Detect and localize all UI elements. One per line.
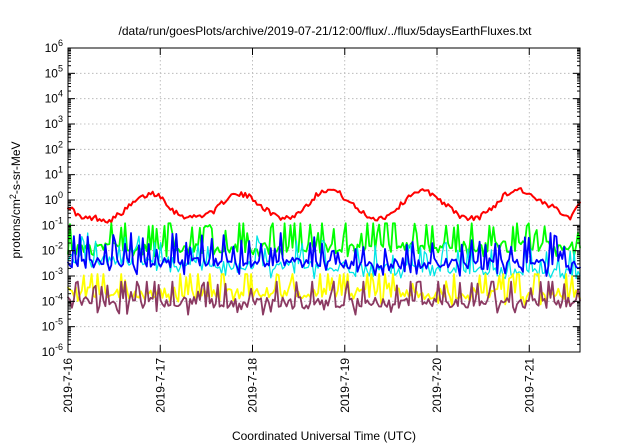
y-tick-label: 103: [45, 114, 63, 131]
x-tick-label: 2019-7-17: [153, 358, 167, 413]
y-tick-label: 100: [45, 190, 63, 207]
y-tick-label: 104: [45, 89, 63, 106]
y-tick-label: 10-5: [42, 317, 63, 334]
axis-ticks: [67, 47, 580, 353]
series-line: [67, 232, 581, 280]
x-tick-label: 2019-7-18: [246, 358, 260, 413]
y-tick-label: 10-2: [42, 241, 63, 258]
x-tick-label: 2019-7-21: [522, 358, 536, 413]
y-tick-label: 10-1: [42, 215, 63, 232]
y-tick-label: 10-4: [42, 291, 63, 308]
x-tick-label: 2019-7-16: [61, 358, 75, 413]
y-tick-label: 102: [45, 139, 63, 156]
series-line: [67, 280, 581, 316]
chart-title: /data/run/goesPlots/archive/2019-07-21/1…: [119, 24, 533, 38]
y-tick-label: 105: [45, 63, 63, 80]
series-group: [67, 187, 581, 316]
series-line: [67, 187, 581, 224]
series-line: [67, 232, 581, 277]
y-tick-labels: 10-6 10-5 10-4 10-3 10-2 10-1 100 101 102 103 104 1…: [42, 38, 63, 359]
x-axis-label: Coordinated Universal Time (UTC): [232, 429, 416, 443]
y-tick-label: 10-6: [42, 342, 63, 359]
x-tick-label: 2019-7-20: [430, 358, 444, 413]
y-axis-label: protons/cm2-s-sr-MeV: [8, 141, 23, 258]
y-tick-label: 106: [45, 38, 63, 55]
y-tick-label: 101: [45, 165, 63, 182]
y-tick-label: 10-3: [42, 266, 63, 283]
x-tick-label: 2019-7-19: [338, 358, 352, 413]
x-tick-labels: 2019-7-16 2019-7-17 2019-7-18 2019-7-19 2019…: [61, 358, 536, 413]
